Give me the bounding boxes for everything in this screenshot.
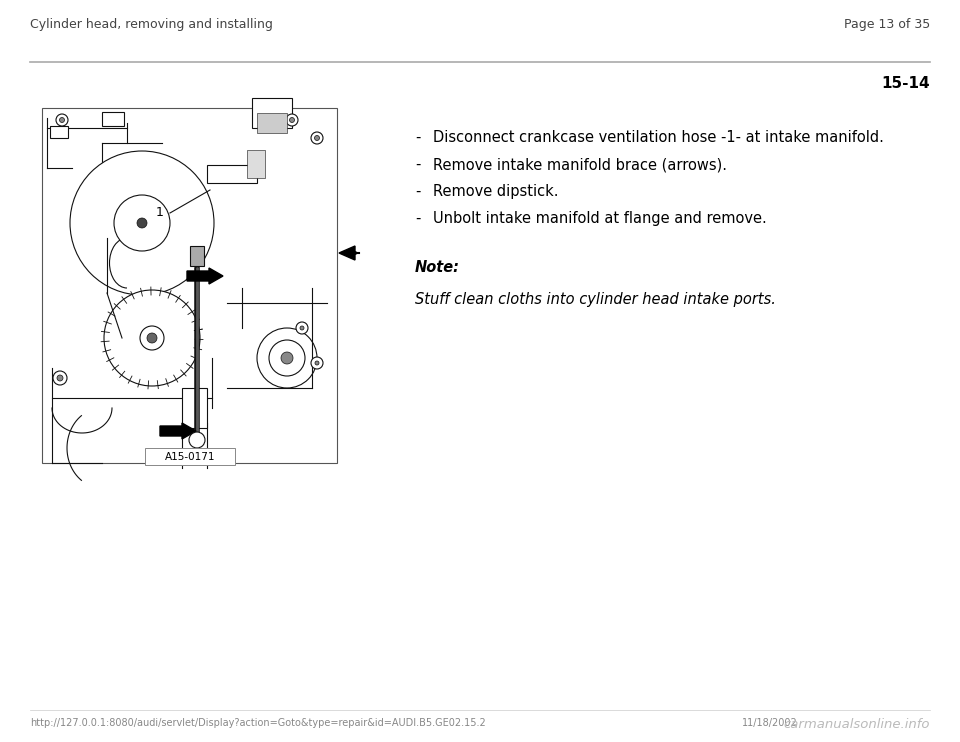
Bar — [42, 108, 337, 463]
Text: http://127.0.0.1:8080/audi/servlet/Display?action=Goto&type=repair&id=AUDI.B5.GE: http://127.0.0.1:8080/audi/servlet/Displ… — [30, 718, 486, 728]
Circle shape — [296, 322, 308, 334]
Circle shape — [53, 371, 67, 385]
Text: Note:: Note: — [415, 260, 460, 275]
Text: -: - — [415, 157, 420, 172]
Circle shape — [286, 114, 298, 126]
Bar — [207, 165, 257, 183]
Polygon shape — [339, 246, 355, 260]
Bar — [50, 126, 68, 138]
Text: Remove dipstick.: Remove dipstick. — [433, 184, 559, 199]
Text: Cylinder head, removing and installing: Cylinder head, removing and installing — [30, 18, 273, 31]
Text: 11/18/2002: 11/18/2002 — [742, 718, 798, 728]
Text: 1: 1 — [156, 206, 164, 220]
Text: carmanualsonline.info: carmanualsonline.info — [783, 718, 930, 731]
Text: -: - — [415, 184, 420, 199]
FancyArrow shape — [160, 423, 196, 439]
Circle shape — [189, 432, 205, 448]
FancyArrow shape — [187, 268, 223, 284]
Bar — [145, 448, 235, 465]
Bar — [252, 98, 292, 128]
Circle shape — [315, 361, 319, 365]
Circle shape — [104, 290, 200, 386]
Text: Disconnect crankcase ventilation hose -1- at intake manifold.: Disconnect crankcase ventilation hose -1… — [433, 130, 884, 145]
Bar — [247, 150, 265, 178]
Circle shape — [140, 326, 164, 350]
Text: Stuff clean cloths into cylinder head intake ports.: Stuff clean cloths into cylinder head in… — [415, 292, 776, 307]
Circle shape — [257, 328, 317, 388]
Circle shape — [137, 218, 147, 228]
Circle shape — [57, 375, 63, 381]
Circle shape — [311, 357, 323, 369]
Circle shape — [300, 326, 304, 330]
Circle shape — [70, 151, 214, 295]
Text: Page 13 of 35: Page 13 of 35 — [844, 18, 930, 31]
Circle shape — [56, 114, 68, 126]
Text: Unbolt intake manifold at flange and remove.: Unbolt intake manifold at flange and rem… — [433, 211, 767, 226]
Bar — [102, 112, 124, 126]
Circle shape — [147, 333, 157, 343]
Text: 15-14: 15-14 — [881, 76, 930, 91]
Bar — [257, 113, 287, 133]
Bar — [182, 388, 207, 428]
Circle shape — [281, 352, 293, 364]
Text: A15-0171: A15-0171 — [165, 451, 215, 462]
Circle shape — [269, 340, 305, 376]
Circle shape — [290, 117, 295, 122]
Text: -: - — [415, 211, 420, 226]
Circle shape — [315, 136, 320, 140]
Circle shape — [311, 132, 323, 144]
Circle shape — [114, 195, 170, 251]
Text: Remove intake manifold brace (arrows).: Remove intake manifold brace (arrows). — [433, 157, 727, 172]
Text: -: - — [415, 130, 420, 145]
Circle shape — [60, 117, 64, 122]
Bar — [190, 246, 204, 266]
